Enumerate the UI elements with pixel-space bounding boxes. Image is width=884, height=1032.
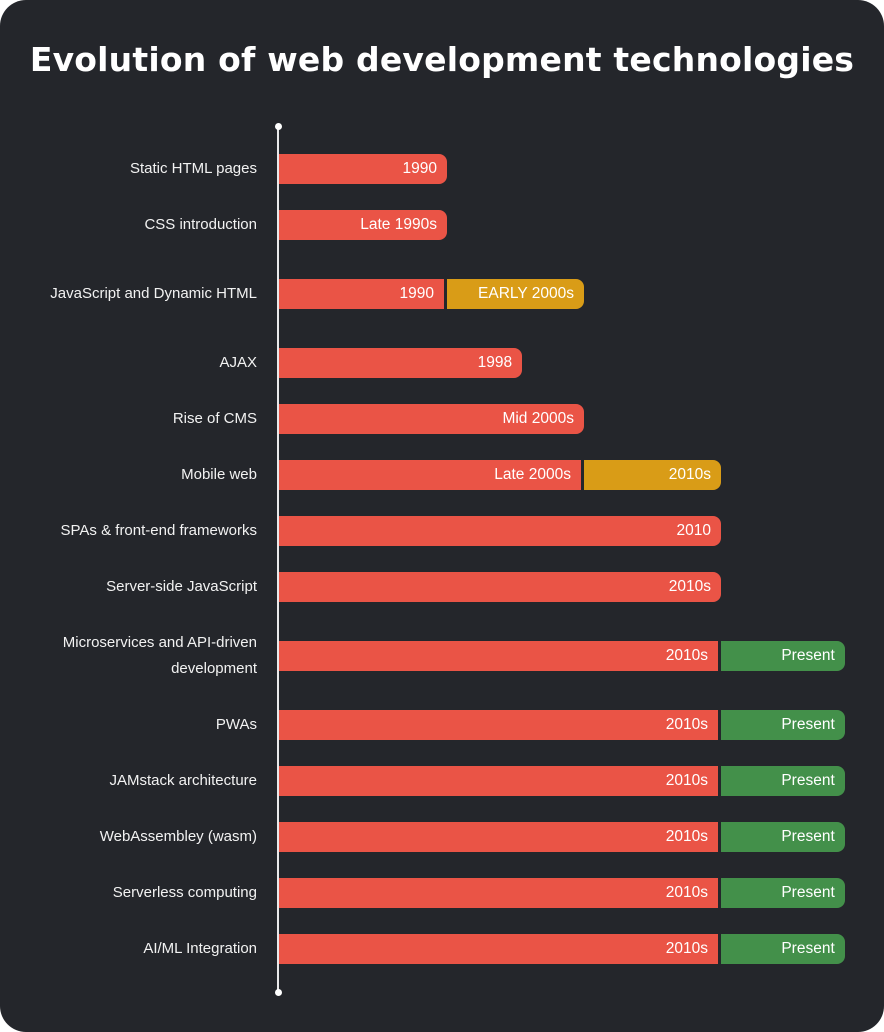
bar-segment: Present: [721, 766, 845, 796]
bar-segment: 1990: [279, 154, 447, 184]
bar-segment: 2010s: [279, 641, 718, 671]
row-label: Rise of CMS: [172, 410, 257, 427]
bar-segment: Present: [721, 641, 845, 671]
row-label: Microservices and API-driven development: [62, 634, 257, 677]
row-label: WebAssembley (wasm): [99, 828, 257, 845]
row-label: PWAs: [215, 716, 257, 733]
row-label: JavaScript and Dynamic HTML: [50, 285, 257, 302]
row-label: SPAs & front-end frameworks: [60, 522, 257, 539]
bar-segment: 2010s: [279, 822, 718, 852]
row-label: AI/ML Integration: [143, 940, 257, 957]
bar-segment: 1998: [279, 348, 523, 378]
bar-segment: Present: [721, 934, 845, 964]
bar-segment: Mid 2000s: [279, 404, 584, 434]
axis-bottom-dot: [274, 988, 282, 996]
row-label: JAMstack architecture: [109, 772, 257, 789]
bar-segment: 2010: [279, 516, 721, 546]
bar-segment: EARLY 2000s: [446, 279, 584, 309]
bar-segment: Present: [721, 710, 845, 740]
row-label: AJAX: [219, 354, 257, 371]
bar-segment: 2010s: [279, 878, 718, 908]
bar-segment: 2010s: [279, 572, 721, 602]
bar-segment: Late 1990s: [279, 210, 447, 240]
row-label: Server-side JavaScript: [106, 578, 257, 595]
timeline-axis: [277, 126, 279, 992]
chart-title: Evolution of web development technologie…: [29, 40, 855, 79]
row-label: CSS introduction: [144, 216, 257, 233]
bar-segment: 2010s: [279, 710, 718, 740]
row-label: Mobile web: [181, 466, 257, 483]
row-label: Static HTML pages: [130, 160, 257, 177]
row-label: Serverless computing: [112, 884, 257, 901]
axis-top-dot: [274, 122, 282, 130]
bar-segment: Present: [721, 822, 845, 852]
bar-segment: 1990: [279, 279, 444, 309]
bar-segment: Present: [721, 878, 845, 908]
bar-segment: 2010s: [279, 934, 718, 964]
bar-segment: Late 2000s: [279, 460, 581, 490]
bar-segment: 2010s: [279, 766, 718, 796]
bar-segment: 2010s: [583, 460, 721, 490]
